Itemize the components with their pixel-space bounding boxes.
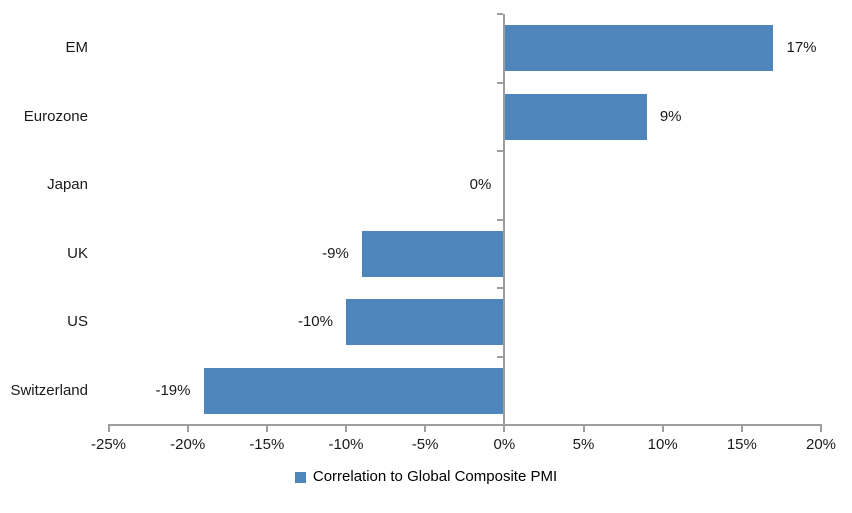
value-label: -10% bbox=[297, 313, 333, 331]
bar bbox=[203, 367, 505, 414]
y-axis-line bbox=[503, 14, 506, 425]
x-axis-tick-label: 0% bbox=[493, 436, 516, 453]
x-axis-tick-label: -15% bbox=[249, 436, 285, 453]
x-axis-tick-label: -5% bbox=[411, 436, 439, 453]
y-axis-tick bbox=[497, 13, 504, 15]
y-axis-tick bbox=[497, 218, 504, 221]
legend-swatch-icon bbox=[294, 471, 306, 483]
x-axis-tick bbox=[820, 426, 822, 432]
x-axis-tick-label: -20% bbox=[170, 436, 206, 453]
category-label: EM bbox=[65, 39, 89, 57]
category-label: Switzerland bbox=[10, 381, 88, 399]
x-axis-tick bbox=[582, 426, 585, 432]
bar bbox=[504, 93, 647, 140]
y-axis-tick bbox=[497, 81, 504, 84]
x-axis-tick-label: 15% bbox=[726, 436, 757, 453]
x-axis-tick-label: 20% bbox=[805, 436, 837, 453]
x-axis-tick bbox=[107, 426, 110, 432]
x-axis-tick-label: -25% bbox=[90, 436, 127, 453]
x-axis-tick-label: 5% bbox=[572, 436, 595, 453]
category-label: US bbox=[67, 313, 88, 331]
y-axis-tick bbox=[497, 287, 504, 289]
x-axis-tick bbox=[661, 426, 664, 432]
bar bbox=[361, 230, 505, 277]
x-axis-tick bbox=[186, 426, 189, 432]
x-axis-tick bbox=[503, 426, 506, 432]
bar bbox=[346, 299, 505, 346]
x-axis-tick bbox=[345, 426, 347, 432]
value-label: 0% bbox=[469, 176, 492, 194]
value-label: 9% bbox=[659, 107, 682, 125]
legend: Correlation to Global Composite PMI bbox=[0, 468, 852, 486]
category-label: Eurozone bbox=[23, 107, 88, 125]
x-axis-tick-label: -10% bbox=[328, 436, 364, 453]
y-axis-tick bbox=[497, 150, 504, 152]
x-axis-tick-label: 10% bbox=[647, 436, 678, 453]
value-label: -9% bbox=[322, 244, 349, 262]
category-label: Japan bbox=[47, 176, 88, 194]
value-label: -19% bbox=[155, 381, 191, 399]
y-axis-tick bbox=[497, 355, 504, 358]
legend-label: Correlation to Global Composite PMI bbox=[312, 468, 558, 485]
x-axis-tick bbox=[265, 426, 268, 432]
x-axis-tick bbox=[740, 426, 743, 432]
category-label: UK bbox=[67, 244, 88, 262]
bar bbox=[504, 25, 774, 72]
x-axis-line bbox=[107, 424, 822, 426]
value-label: 17% bbox=[786, 39, 817, 57]
x-axis-tick bbox=[424, 426, 427, 432]
